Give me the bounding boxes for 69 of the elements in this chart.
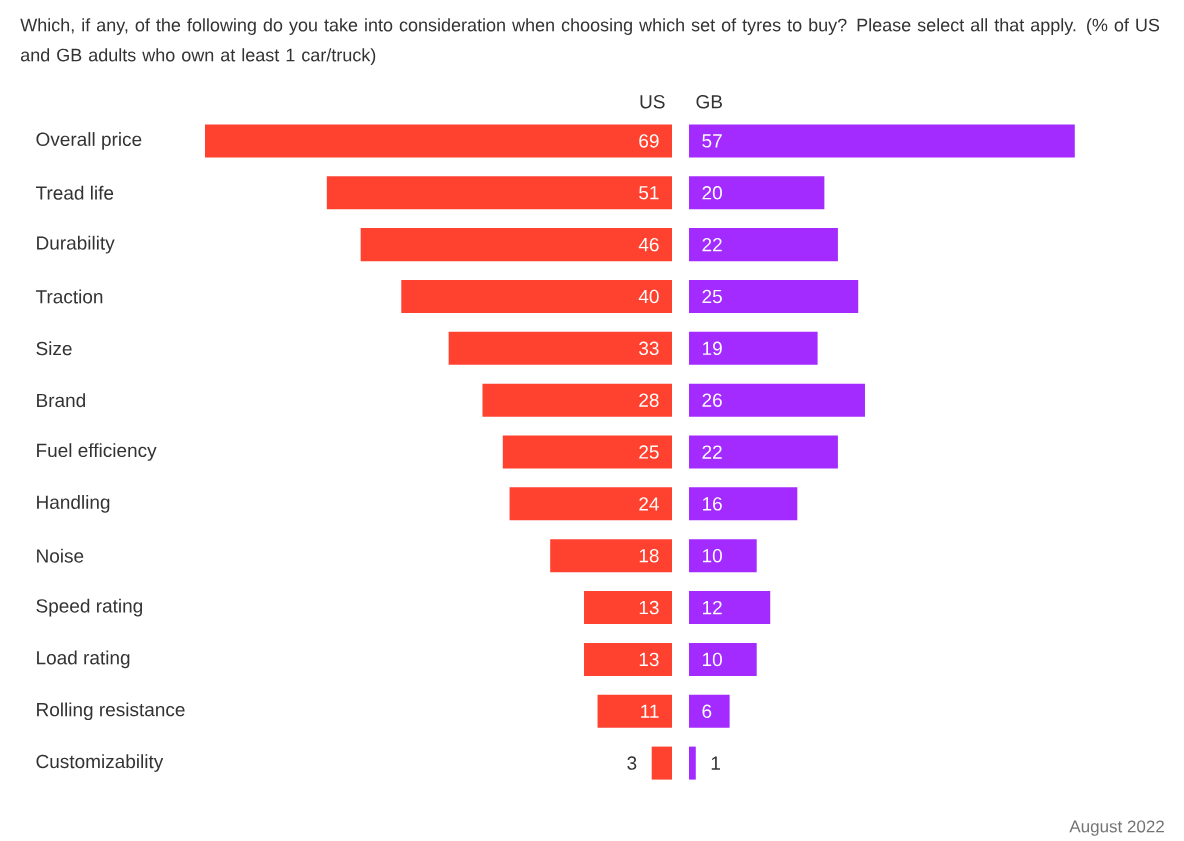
bar <box>326 176 672 210</box>
bar <box>689 642 757 676</box>
bar <box>550 539 672 573</box>
y-tick-label: Overall price <box>36 132 142 150</box>
y-tick-label: Noise <box>37 548 84 563</box>
data-label: 13 <box>639 600 659 615</box>
data-label: 24 <box>639 497 659 511</box>
y-tick-label: Brand <box>37 393 86 408</box>
text: August 2022 <box>1069 820 1164 836</box>
data-label: 26 <box>702 393 722 407</box>
bar <box>689 591 771 625</box>
data-label: 13 <box>639 652 659 667</box>
y-tick-label: Handling <box>37 495 110 513</box>
data-label: 3 <box>627 756 637 770</box>
data-label: 40 <box>638 289 659 304</box>
bar <box>509 487 672 521</box>
data-label: 46 <box>638 237 659 252</box>
y-tick-label: Size <box>36 341 72 356</box>
data-label: 20 <box>702 186 722 200</box>
bar <box>689 279 859 313</box>
data-label: 10 <box>703 652 722 667</box>
data-label: 19 <box>703 341 722 356</box>
data-label: 1 <box>711 756 720 770</box>
data-label: 69 <box>639 134 659 148</box>
data-label: 22 <box>702 237 722 252</box>
bar <box>448 331 672 365</box>
y-tick-label: Rolling resistance <box>37 702 185 721</box>
bar <box>689 435 838 469</box>
bar <box>597 694 672 728</box>
bar <box>482 383 672 417</box>
y-tick-label: Speed rating <box>36 598 143 617</box>
bar <box>689 124 1075 158</box>
bar <box>689 228 838 262</box>
bar <box>651 746 672 780</box>
data-label: 18 <box>639 548 659 563</box>
bar <box>502 435 672 469</box>
data-label: 33 <box>639 341 659 356</box>
y-tick-label: Durability <box>37 235 115 254</box>
data-label: 10 <box>703 548 722 563</box>
bar <box>689 539 757 573</box>
data-label: 51 <box>639 186 659 200</box>
data-label: 6 <box>702 704 712 718</box>
bar <box>689 746 696 780</box>
y-tick-label: Traction <box>35 289 103 304</box>
bar <box>360 228 672 262</box>
bar <box>689 176 825 210</box>
data-label: 11 <box>641 704 659 718</box>
data-label: 28 <box>639 393 659 407</box>
data-label: 22 <box>702 445 722 459</box>
bar <box>689 694 730 728</box>
bar <box>205 124 672 158</box>
chart-title: Which, if any, of the following do you take into consideration when choosing which set of tyres to buy? Please select all that apply. (% of US and GB adults who own at least 1 car/truck) <box>20 18 1160 65</box>
bar <box>689 487 798 521</box>
y-tick-label: Tread life <box>35 185 114 200</box>
y-tick-label: Customizability <box>36 754 164 772</box>
bar <box>401 279 672 313</box>
data-label: 25 <box>702 289 722 304</box>
data-label: 12 <box>703 600 722 615</box>
data-label: 25 <box>639 445 659 459</box>
series-label: US <box>640 95 665 109</box>
series-label: GB <box>696 95 722 109</box>
bar <box>584 591 672 625</box>
bar <box>584 642 672 676</box>
data-label: 57 <box>702 134 722 148</box>
bar <box>689 383 865 417</box>
data-label: 16 <box>703 497 722 511</box>
bar <box>689 331 818 365</box>
y-tick-label: Fuel efficiency <box>37 443 157 461</box>
y-tick-label: Load rating <box>37 650 130 669</box>
